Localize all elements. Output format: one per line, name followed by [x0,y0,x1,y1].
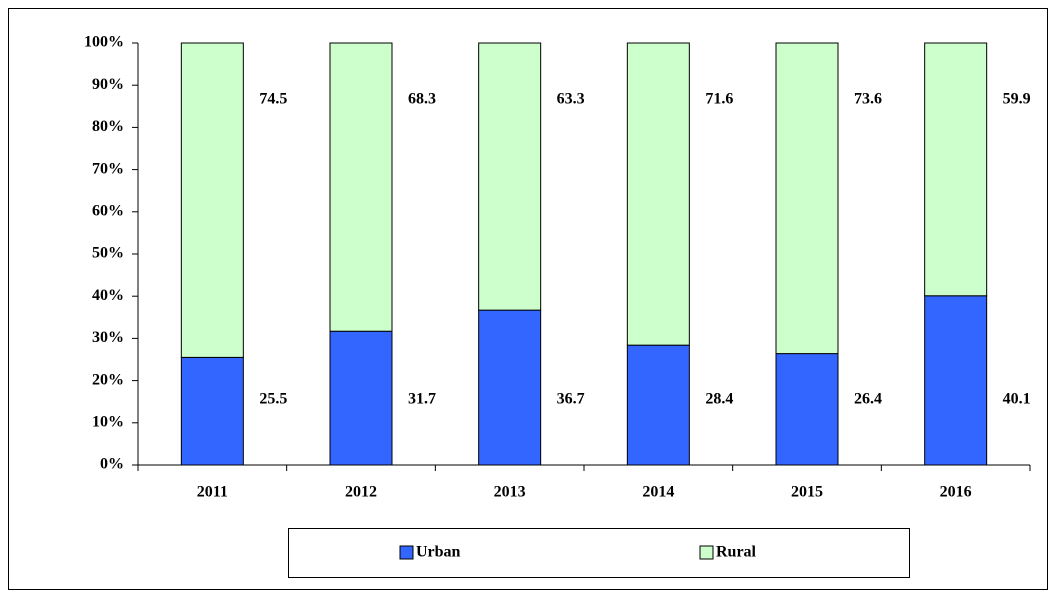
x-tick-label: 2014 [642,484,674,501]
data-label: 26.4 [854,391,882,408]
y-tick-label: 90% [92,76,124,93]
y-tick-label: 40% [92,287,124,304]
data-label: 28.4 [705,391,733,408]
data-label: 74.5 [259,91,287,108]
y-tick-label: 20% [92,371,124,388]
y-tick-label: 60% [92,202,124,219]
legend-label: Urban [416,544,461,561]
legend-label: Rural [716,544,757,561]
bar-segment [478,42,542,311]
bar-segment [329,42,393,332]
legend-box [288,528,910,578]
data-label: 36.7 [557,391,585,408]
y-tick-label: 10% [92,413,124,430]
data-label: 59.9 [1003,91,1031,108]
x-tick-label: 2011 [197,484,228,501]
data-label: 71.6 [705,91,733,108]
y-tick-label: 80% [92,118,124,135]
bar-segment [924,42,988,297]
x-tick-label: 2013 [494,484,526,501]
data-label: 40.1 [1003,391,1031,408]
y-tick-label: 50% [92,245,124,262]
data-label: 25.5 [259,391,287,408]
y-tick-label: 100% [84,34,124,51]
legend-swatch [399,545,414,560]
data-label: 63.3 [557,91,585,108]
y-tick-label: 30% [92,329,124,346]
x-tick-label: 2016 [940,484,972,501]
y-tick-label: 0% [100,456,124,473]
bar-segment [775,353,839,466]
bar-segment [626,344,690,466]
bar-segment [626,42,690,346]
bar-segment [329,330,393,466]
bar-segment [478,309,542,466]
y-tick-label: 70% [92,160,124,177]
x-tick-label: 2012 [345,484,377,501]
bar-segment [924,295,988,466]
bar-segment [775,42,839,355]
bar-segment [180,42,244,358]
data-label: 68.3 [408,91,436,108]
x-tick-label: 2015 [791,484,823,501]
data-label: 73.6 [854,91,882,108]
legend-swatch [699,545,714,560]
data-label: 31.7 [408,391,436,408]
bar-segment [180,356,244,466]
